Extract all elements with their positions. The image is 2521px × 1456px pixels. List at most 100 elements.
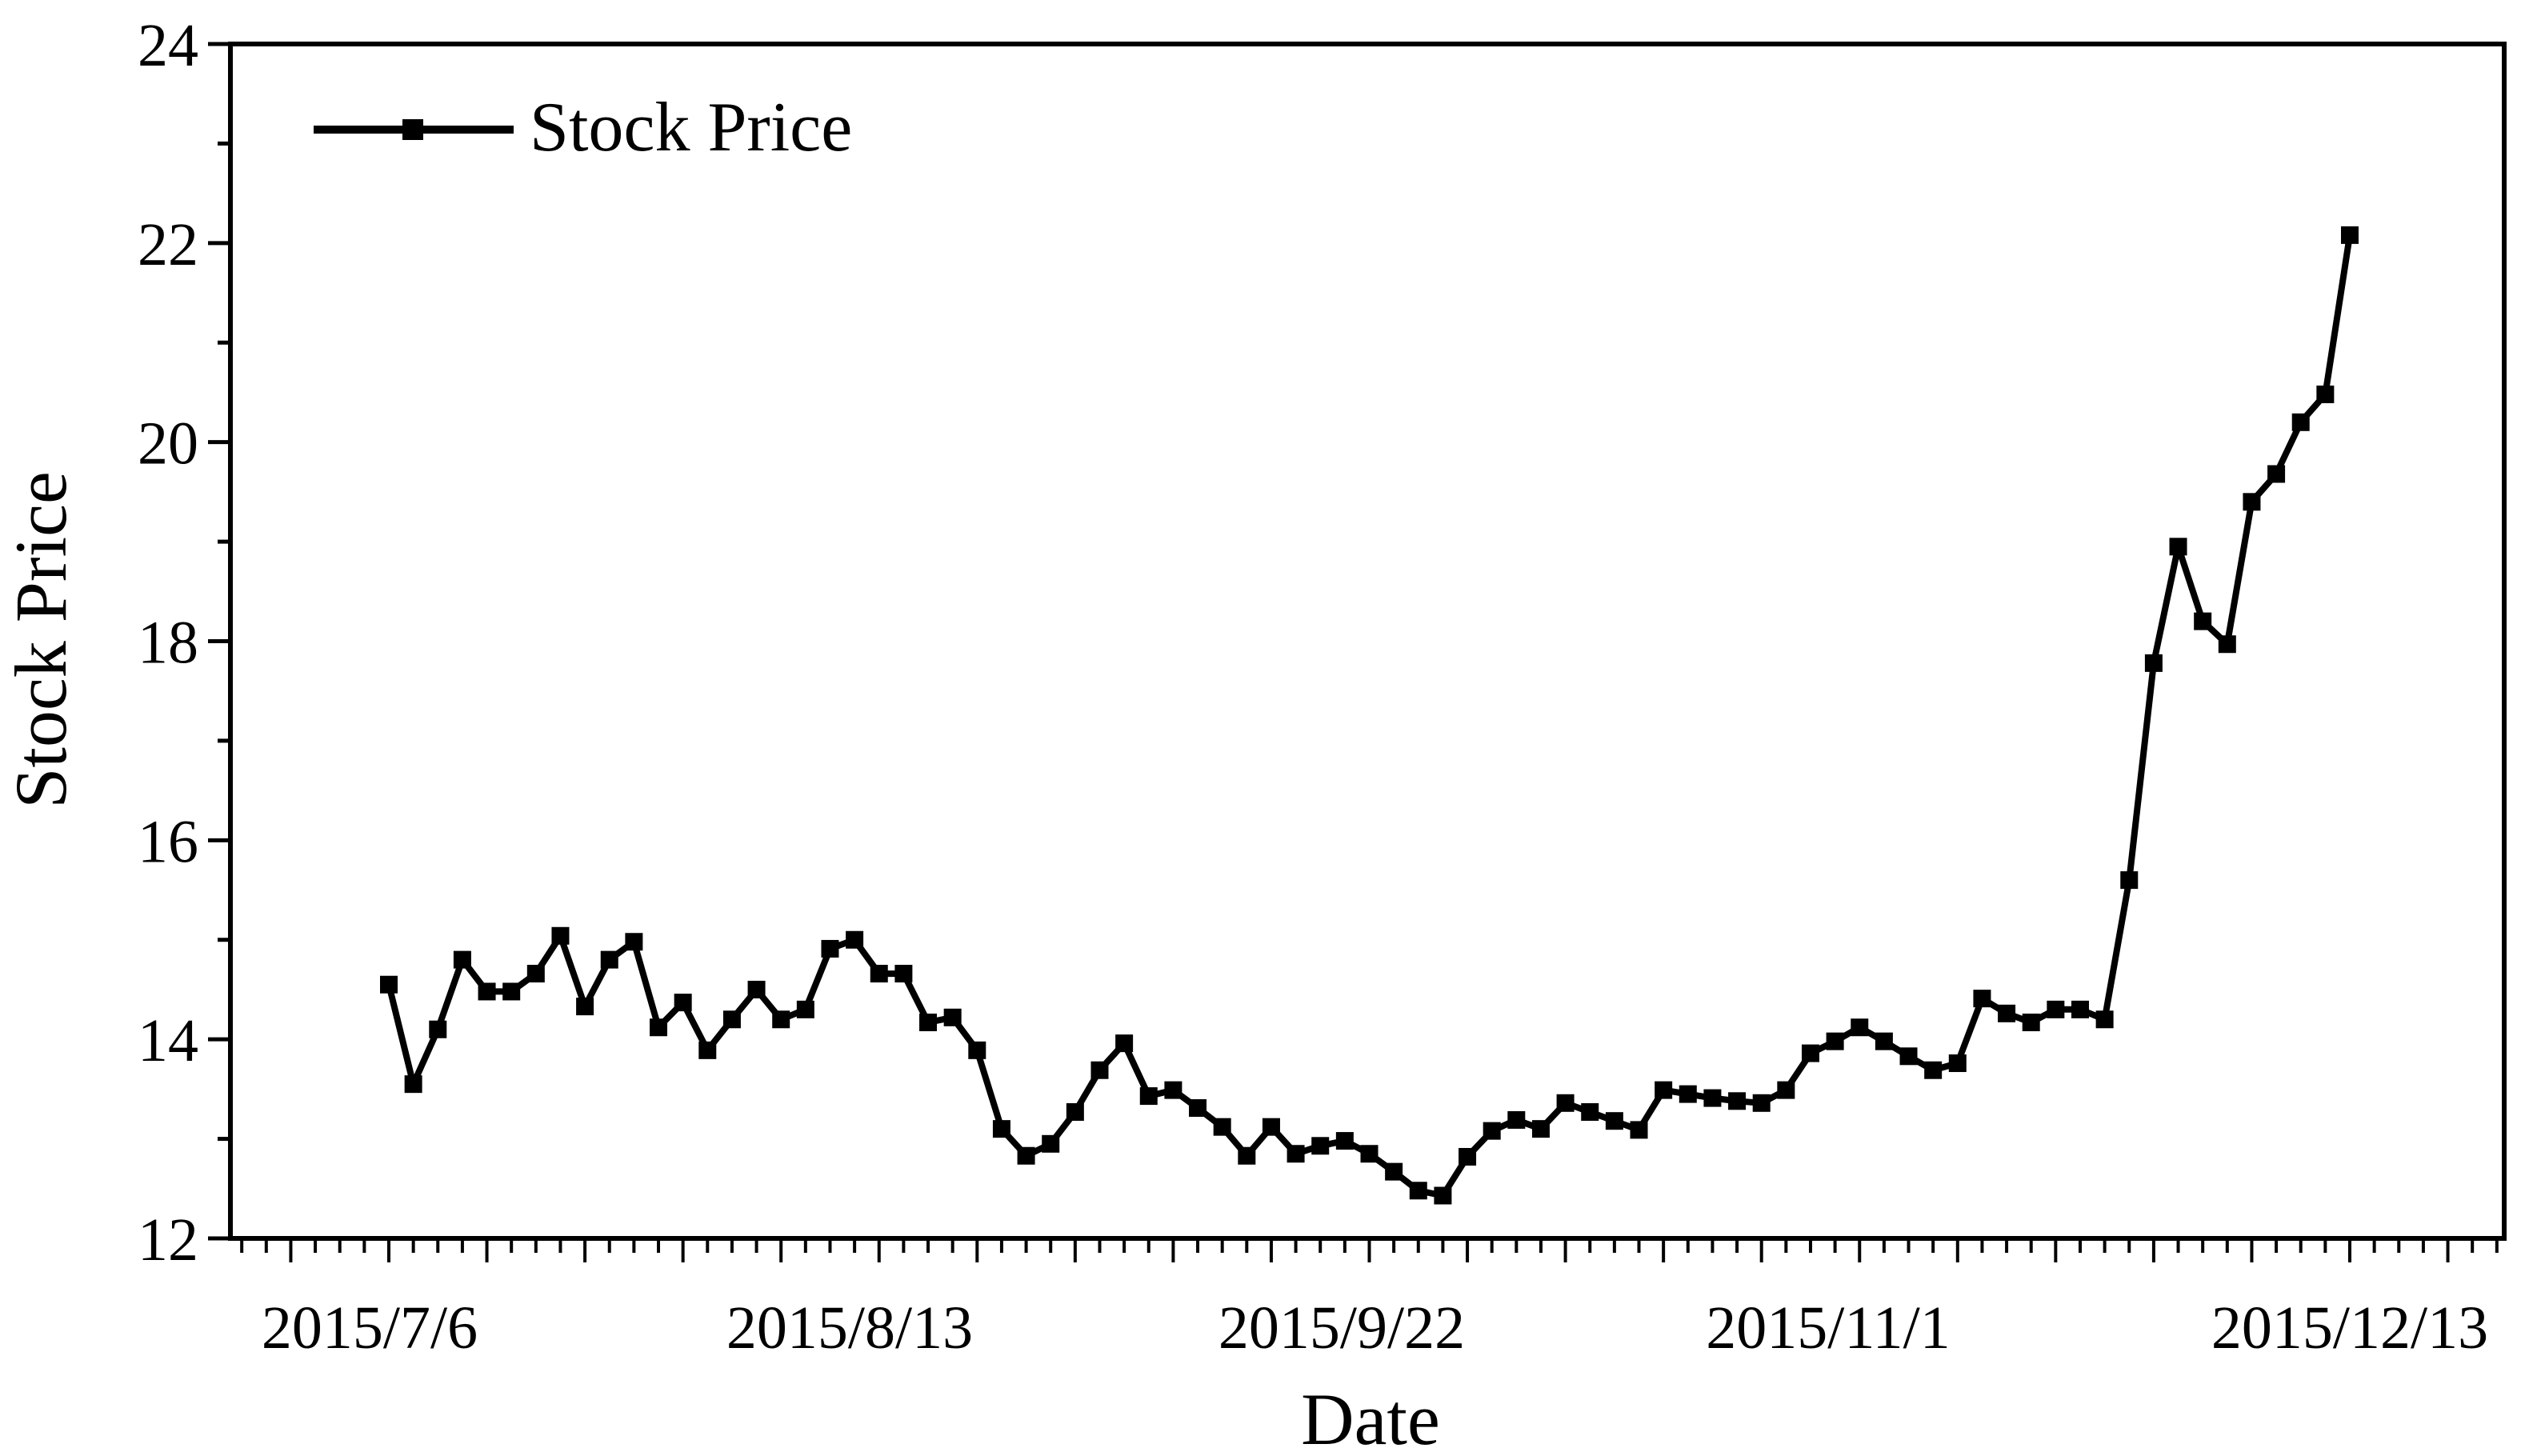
data-point <box>1826 1032 1844 1050</box>
y-tick-label: 22 <box>138 211 198 278</box>
data-point <box>1409 1182 1427 1200</box>
data-point <box>1213 1118 1231 1136</box>
data-point <box>1531 1120 1550 1138</box>
data-point <box>1164 1081 1182 1099</box>
y-tick-label: 24 <box>138 12 198 79</box>
data-point <box>1360 1145 1379 1163</box>
y-tick-label: 18 <box>138 610 198 677</box>
data-point <box>1899 1047 1918 1066</box>
data-point <box>2144 654 2163 672</box>
data-point <box>1115 1034 1134 1053</box>
data-point <box>551 926 570 945</box>
data-point <box>2047 1000 2065 1018</box>
data-point <box>2194 612 2212 630</box>
data-point <box>2243 493 2261 511</box>
data-point <box>894 965 913 983</box>
data-point <box>1335 1132 1354 1150</box>
data-point <box>2218 635 2236 654</box>
data-point <box>1483 1122 1501 1140</box>
data-point <box>2022 1014 2040 1032</box>
data-point <box>943 1008 962 1026</box>
data-point <box>2341 226 2359 244</box>
data-point <box>2169 538 2187 556</box>
data-point <box>821 939 839 958</box>
y-tick-label: 16 <box>138 808 198 875</box>
data-point <box>919 1014 938 1032</box>
data-point <box>2095 1010 2114 1029</box>
data-point <box>650 1018 668 1037</box>
data-point <box>1581 1102 1599 1121</box>
data-point <box>1875 1032 1893 1050</box>
data-point <box>1752 1094 1771 1112</box>
data-point <box>1998 1004 2016 1022</box>
ticks-layer: 12 14 16 18 20 22 24 2015/7/6 2015/8/13 2015/9/22… <box>138 12 2499 1362</box>
data-point <box>1728 1092 1747 1110</box>
y-tick-label: 20 <box>138 410 198 478</box>
data-point <box>1777 1081 1795 1099</box>
data-point <box>2267 465 2286 483</box>
plot-frame <box>228 42 2507 1241</box>
data-point <box>1948 1054 1967 1073</box>
data-point <box>674 994 692 1012</box>
data-point <box>747 980 766 998</box>
legend-label: Stock Price <box>530 89 852 166</box>
data-point <box>1434 1186 1452 1205</box>
data-point <box>1017 1146 1035 1165</box>
data-point <box>1973 990 1991 1008</box>
data-point <box>722 1010 741 1029</box>
data-point <box>1605 1112 1623 1130</box>
data-point <box>380 975 398 994</box>
x-tick-label: 2015/7/6 <box>262 1294 478 1362</box>
data-point <box>2120 871 2139 890</box>
data-point <box>1851 1018 1869 1037</box>
data-point <box>2071 1000 2089 1018</box>
y-axis-title: Stock Price <box>0 471 82 809</box>
x-tick-label: 2015/9/22 <box>1218 1294 1465 1362</box>
data-point <box>478 982 496 1001</box>
data-point <box>526 965 545 983</box>
data-point <box>576 998 594 1016</box>
legend-marker-sample <box>402 119 423 140</box>
data-point <box>1238 1146 1256 1165</box>
data-point <box>1630 1121 1648 1139</box>
data-point <box>1703 1089 1722 1107</box>
series-layer <box>380 226 2359 1205</box>
data-point <box>502 982 521 1001</box>
axes-layer <box>228 42 2507 1241</box>
data-point <box>1042 1134 1060 1153</box>
data-point <box>2316 385 2335 403</box>
data-point <box>698 1041 717 1059</box>
data-point <box>1801 1044 1819 1062</box>
data-point <box>1655 1081 1673 1099</box>
data-point <box>1262 1118 1280 1136</box>
data-point <box>1679 1085 1697 1103</box>
data-point <box>429 1020 447 1038</box>
data-point <box>1066 1102 1084 1121</box>
data-point <box>992 1120 1010 1138</box>
data-point <box>870 965 888 983</box>
data-point <box>404 1075 422 1094</box>
data-point <box>625 933 643 951</box>
y-tick-label: 14 <box>138 1007 198 1074</box>
data-point <box>1287 1145 1305 1163</box>
data-point <box>600 950 618 969</box>
series-line <box>386 234 2353 1199</box>
data-point <box>796 1000 814 1018</box>
data-point <box>1311 1137 1330 1155</box>
data-point <box>1924 1061 1943 1079</box>
data-point <box>1507 1110 1526 1129</box>
data-point <box>1385 1162 1403 1181</box>
x-axis-title: Date <box>1301 1378 1440 1456</box>
x-tick-label: 2015/12/13 <box>2211 1294 2488 1362</box>
data-point <box>453 950 471 969</box>
data-point <box>2291 413 2310 431</box>
x-tick-label: 2015/11/1 <box>1706 1294 1950 1362</box>
data-point <box>1459 1147 1477 1166</box>
data-point <box>1139 1087 1158 1106</box>
legend: Stock Price <box>314 89 852 166</box>
x-tick-label: 2015/8/13 <box>726 1294 973 1362</box>
data-point <box>772 1010 790 1029</box>
data-point <box>968 1041 986 1059</box>
